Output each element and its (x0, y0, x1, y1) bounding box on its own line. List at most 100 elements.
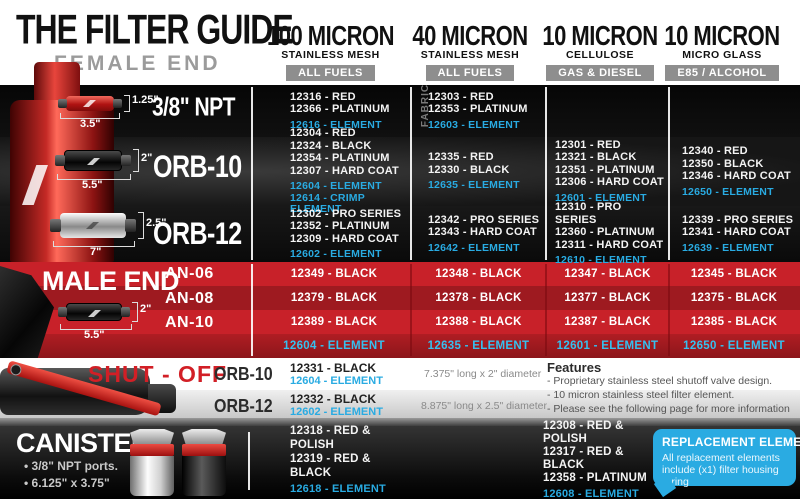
element-numbers: 12616 - ELEMENT (290, 118, 382, 131)
row-label-orb12: ORB-12 (153, 216, 242, 252)
female-row1-bg (0, 85, 800, 137)
dimension-line (57, 174, 131, 180)
element-numbers: 12602 - ELEMENT (290, 248, 382, 260)
male-element-row-bg (0, 334, 800, 358)
male-row2-bg (0, 286, 800, 310)
element-numbers: 12639 - ELEMENT (682, 241, 774, 254)
canister-photo-black (182, 429, 226, 496)
part-number: 12332 - BLACK (290, 392, 377, 406)
column-divider (668, 264, 670, 356)
column-divider (410, 264, 412, 356)
part-numbers: 12339 - PRO SERIES 12341 - HARD COAT (682, 213, 794, 239)
filter-port (121, 155, 131, 166)
canister-body (130, 456, 174, 496)
row-label-orb10: ORB-10 (153, 149, 242, 185)
element-numbers: 12635 - ELEMENT (428, 179, 520, 192)
female-row3-bg (0, 206, 800, 262)
male-row3-bg (0, 310, 800, 334)
canister-label: CANISTER (16, 428, 151, 458)
cell-orb10-microglass: 12340 - RED 12350 - BLACK 12346 - HARD C… (670, 137, 798, 206)
part-numbers: 12340 - RED 12350 - BLACK 12346 - HARD C… (682, 145, 791, 182)
column-header-10-micron-microglass: 10 MICRON MICRO GLASS E85 / ALCOHOL (655, 20, 789, 81)
dimension-line (138, 212, 144, 239)
cell-orb10-100micron: 12304 - RED 12324 - BLACK 12354 - PLATIN… (258, 127, 408, 215)
cell-an10-cellulose: 12387 - BLACK (564, 316, 651, 328)
column-fuel-badge: E85 / ALCOHOL (665, 65, 779, 81)
column-media: STAINLESS MESH (281, 49, 380, 61)
element-numbers: 12601 - ELEMENT (555, 191, 647, 204)
dimension-line (133, 149, 139, 172)
cell-orb10-40micron: 12335 - RED 12330 - BLACK 12635 - ELEMEN… (412, 137, 542, 206)
cell-an10-microglass: 12385 - BLACK (690, 316, 778, 328)
cell-male-element-40micron: 12635 - ELEMENT (427, 340, 530, 352)
cell-canister-cellulose: 12308 - RED & POLISH 12317 - RED & BLACK… (535, 420, 665, 499)
element-numbers: 12604 - ELEMENT 12614 - CRIMP ELEMENT (290, 180, 382, 216)
shutoff-orb12-size: 8.875" long x 2.5" diameter (421, 400, 547, 412)
column-micron: 10 MICRON (664, 20, 780, 52)
features-heading: Features (547, 360, 602, 375)
part-numbers: 12342 - PRO SERIES 12343 - HARD COAT (428, 213, 540, 239)
cell-orb12-40micron: 12342 - PRO SERIES 12343 - HARD COAT 126… (412, 206, 542, 262)
part-number: 12331 - BLACK (290, 361, 377, 375)
dim-height-label: 2.5" (146, 217, 167, 229)
element-numbers: 12642 - ELEMENT (428, 241, 520, 254)
dimension-line (60, 324, 132, 330)
dim-width-label: 5.5" (82, 179, 103, 191)
canister-cap (130, 444, 174, 456)
dim-width-label: 7" (90, 246, 102, 258)
part-numbers: 12335 - RED 12330 - BLACK (428, 151, 510, 176)
male-end-label: MALE END (42, 266, 180, 296)
filter-port (55, 155, 65, 166)
column-media: CELLULOSE (565, 49, 635, 61)
cell-shutoff-orb12: 12332 - BLACK 12602 - ELEMENT (290, 392, 383, 418)
part-numbers: 12303 - RED 12353 - PLATINUM (428, 90, 528, 116)
column-header-10-micron-cellulose: 10 MICRON CELLULOSE GAS & DIESEL (532, 20, 668, 81)
filter-diagram-male (66, 303, 122, 321)
shutoff-row-orb12: ORB-12 (214, 397, 273, 417)
column-micron: 40 MICRON (412, 20, 528, 52)
part-numbers: 12318 - RED & POLISH 12319 - RED & BLACK (290, 425, 371, 480)
filter-port (58, 99, 67, 108)
dimension-line (124, 95, 130, 112)
column-divider (668, 87, 670, 260)
filter-port (50, 219, 61, 232)
column-header-100-micron: 100 MICRON STAINLESS MESH ALL FUELS (258, 20, 403, 81)
page-title: THE FILTER GUIDE (16, 6, 294, 53)
cell-canister-100micron: 12318 - RED & POLISH 12319 - RED & BLACK… (258, 425, 408, 495)
filter-port (58, 307, 67, 317)
column-divider (410, 87, 412, 260)
male-row1-bg (0, 262, 800, 286)
row-label-an06: AN-06 (165, 265, 214, 282)
row-label-an08: AN-08 (165, 290, 214, 307)
filter-port (121, 307, 130, 317)
shutoff-row-orb10: ORB-10 (214, 365, 273, 385)
female-end-label: FEMALE END (54, 52, 221, 75)
dimension-line (132, 302, 138, 322)
dimension-line (53, 241, 135, 247)
cell-orb12-microglass: 12339 - PRO SERIES 12341 - HARD COAT 126… (670, 206, 798, 262)
dim-height-label: 2" (141, 152, 153, 164)
element-numbers: 12610 - ELEMENT (555, 254, 647, 267)
element-numbers: 12618 - ELEMENT (290, 483, 386, 496)
cell-npt-100micron: 12316 - RED 12366 - PLATINUM 12616 - ELE… (258, 85, 408, 137)
part-numbers: 12301 - RED 12321 - BLACK 12351 - PLATIN… (555, 138, 664, 189)
filter-port (125, 219, 136, 232)
column-header-40-micron: 40 MICRON STAINLESS MESH ALL FUELS (400, 20, 540, 81)
cell-an06-100micron: 12349 - BLACK (290, 268, 378, 280)
cell-shutoff-orb10: 12331 - BLACK 12604 - ELEMENT (290, 361, 383, 387)
shutoff-label: SHUT - OFF (88, 361, 228, 387)
element-number: 12604 - ELEMENT (290, 375, 383, 387)
canister-bracket (182, 429, 226, 444)
cell-orb12-cellulose: 12310 - PRO SERIES 12360 - PLATINUM 1231… (547, 201, 665, 266)
part-numbers: 12316 - RED 12366 - PLATINUM (290, 90, 390, 116)
cell-orb12-100micron: 12302 - PRO SERIES 12352 - PLATINUM 1230… (258, 206, 408, 262)
column-divider (251, 264, 253, 356)
canister-body (182, 456, 226, 496)
column-divider (545, 264, 547, 356)
canister-photo-silver (130, 429, 174, 496)
element-numbers: 12603 - ELEMENT (428, 118, 520, 131)
canister-bullets: • 3/8" NPT ports. • 6.125" x 3.75" (24, 459, 118, 490)
element-numbers: 12650 - ELEMENT (682, 185, 774, 198)
